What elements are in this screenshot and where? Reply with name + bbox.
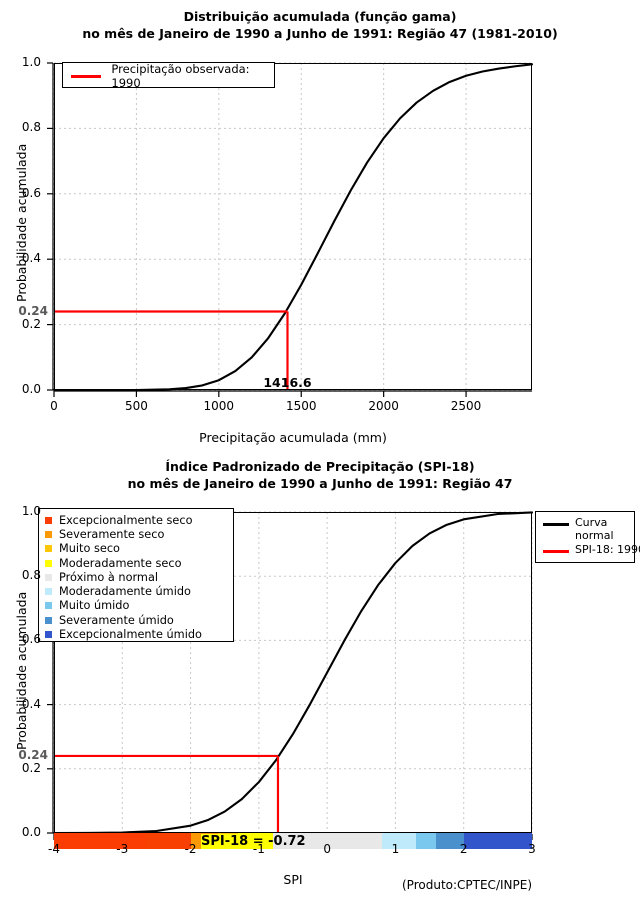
legend-item-label: Excepcionalmente úmido bbox=[59, 628, 202, 642]
observed-precipitation-label: 1416.6 bbox=[263, 375, 312, 390]
legend-item-label: Moderadamente seco bbox=[59, 556, 182, 570]
colorbar-segment bbox=[272, 833, 382, 849]
y-tick-label: 0.6 bbox=[21, 632, 41, 647]
x-tick-label: 1500 bbox=[285, 399, 317, 413]
legend-item: SPI-18: 1990 bbox=[540, 543, 640, 557]
x-tick-label: 1000 bbox=[203, 399, 235, 413]
x-tick-label: 1 bbox=[391, 842, 400, 856]
x-tick-label: -1 bbox=[252, 842, 265, 856]
legend-item: Severamente úmido bbox=[45, 613, 233, 627]
y-tick-label: 0.6 bbox=[21, 185, 41, 200]
plot-frame-bottom bbox=[54, 512, 532, 833]
legend-item: Moderadamente úmido bbox=[45, 584, 233, 598]
product-credit: (Produto:CPTEC/INPE) bbox=[402, 878, 532, 892]
legend-item: Excepcionalmente úmido bbox=[45, 627, 233, 641]
colorbar-segment bbox=[381, 833, 416, 849]
legend-item: Curva normal bbox=[540, 516, 634, 542]
observed-probability-label-top: 0.24 bbox=[18, 303, 48, 318]
y-tick-label: 0.2 bbox=[21, 760, 41, 775]
cdf-gamma-plot-area bbox=[47, 62, 534, 397]
legend-spi-categories: Excepcionalmente seco Severamente seco Mui… bbox=[38, 508, 234, 642]
y-tick-label: 1.0 bbox=[21, 504, 41, 518]
x-tick-label: -4 bbox=[48, 842, 60, 856]
legend-item: Precipitação observada: 1990 bbox=[63, 62, 274, 90]
x-tick-label: 3 bbox=[528, 842, 536, 856]
x-tick-label: 0 bbox=[50, 399, 58, 413]
y-tick-label: 0.4 bbox=[21, 251, 41, 266]
legend-item: Muito úmido bbox=[45, 599, 233, 613]
y-tick-label: 0.4 bbox=[21, 696, 41, 711]
colorbar-segment bbox=[463, 833, 532, 849]
chart-title-bottom-line2: no mês de Janeiro de 1990 a Junho de 199… bbox=[127, 476, 513, 491]
x-axis-title-top: Precipitação acumulada (mm) bbox=[199, 430, 387, 445]
y-tick-label: 0.0 bbox=[21, 825, 41, 839]
category-swatch-icon bbox=[45, 588, 52, 596]
spi-value-badge-value: = -0.72 bbox=[248, 834, 306, 849]
line-swatch-icon bbox=[71, 74, 102, 78]
cdf-gamma-chart-panel: Distribuição acumulada (função gama) no … bbox=[0, 8, 640, 445]
category-swatch-icon bbox=[45, 631, 52, 639]
category-swatch-icon bbox=[45, 559, 52, 567]
legend-observed-precipitation: Precipitação observada: 1990 bbox=[62, 62, 275, 90]
category-swatch-icon bbox=[45, 545, 52, 553]
legend-item-label: Curva normal bbox=[575, 516, 614, 542]
line-swatch-icon bbox=[543, 523, 569, 526]
spi-probability-label: 0.24 bbox=[18, 747, 48, 762]
chart-title-bottom: Índice Padronizado de Precipitação (SPI-… bbox=[0, 458, 640, 492]
legend-item-label: Muito seco bbox=[59, 542, 120, 556]
chart-title-bottom-line1: Índice Padronizado de Precipitação (SPI-… bbox=[165, 459, 475, 474]
colorbar-segment bbox=[54, 833, 145, 849]
x-tick-label: 2500 bbox=[450, 399, 482, 413]
chart-title-top-line1: Distribuição acumulada (função gama) bbox=[183, 9, 457, 24]
spi-value-badge: SPI-18 = -0.72 bbox=[200, 834, 306, 849]
category-swatch-icon bbox=[45, 616, 52, 624]
x-tick-label: 2000 bbox=[368, 399, 399, 413]
category-swatch-icon bbox=[45, 516, 52, 524]
legend-item: Moderadamente seco bbox=[45, 556, 233, 570]
y-tick-label: 0.8 bbox=[21, 120, 41, 135]
line-swatch-icon bbox=[543, 550, 569, 553]
legend-item-label: Moderadamente úmido bbox=[59, 585, 191, 599]
legend-item-label: Severamente seco bbox=[59, 527, 165, 541]
legend-spi-curves: Curva normal SPI-18: 1990 bbox=[535, 511, 640, 563]
plot-frame-top bbox=[54, 63, 532, 390]
legend-item-label: SPI-18: 1990 bbox=[575, 543, 640, 556]
spi-value-badge-name: SPI-18 bbox=[200, 834, 249, 849]
x-tick-label: 2 bbox=[459, 842, 468, 856]
legend-item-label: Muito úmido bbox=[59, 599, 130, 613]
chart-title-top: Distribuição acumulada (função gama) no … bbox=[0, 8, 640, 42]
colorbar-segment bbox=[144, 833, 191, 849]
legend-item-label: Próximo à normal bbox=[59, 570, 159, 584]
chart-title-top-line2: no mês de Janeiro de 1990 a Junho de 199… bbox=[82, 26, 558, 41]
legend-item: Muito seco bbox=[45, 542, 233, 556]
category-swatch-icon bbox=[45, 602, 52, 610]
x-tick-label: -2 bbox=[184, 842, 197, 856]
legend-item-label: Precipitação observada: 1990 bbox=[111, 62, 250, 90]
y-axis-title-bottom: Probabilidade acumulada bbox=[14, 591, 29, 750]
colorbar-segment bbox=[436, 833, 464, 849]
legend-item-label: Severamente úmido bbox=[59, 613, 174, 627]
category-swatch-icon bbox=[45, 573, 52, 581]
x-tick-label: -3 bbox=[116, 842, 129, 856]
y-tick-label: 0.0 bbox=[21, 382, 41, 396]
legend-item: Severamente seco bbox=[45, 527, 233, 541]
x-tick-label: 0 bbox=[323, 842, 331, 856]
y-tick-label: 0.8 bbox=[21, 568, 41, 583]
y-tick-label: 1.0 bbox=[21, 55, 41, 69]
x-axis-title-bottom: SPI bbox=[283, 872, 303, 887]
category-swatch-icon bbox=[45, 530, 52, 538]
y-tick-label: 0.2 bbox=[21, 316, 41, 331]
legend-item: Excepcionalmente seco bbox=[45, 513, 233, 527]
x-tick-label: 500 bbox=[124, 399, 148, 413]
legend-item: Próximo à normal bbox=[45, 570, 233, 584]
legend-item-label: Excepcionalmente seco bbox=[59, 513, 193, 527]
colorbar-segment bbox=[415, 833, 437, 849]
